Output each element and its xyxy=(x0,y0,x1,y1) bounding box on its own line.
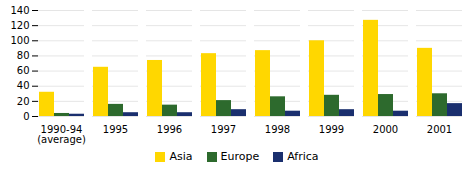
svg-text:1997: 1997 xyxy=(211,124,236,135)
svg-text:1996: 1996 xyxy=(157,124,182,135)
svg-text:60: 60 xyxy=(17,65,30,76)
html-text:Asia: Asia xyxy=(169,150,193,163)
svg-text:100: 100 xyxy=(10,35,29,46)
svg-text:20: 20 xyxy=(17,96,30,107)
svg-text:80: 80 xyxy=(17,50,30,61)
svg-text:1990-94(average): 1990-94(average) xyxy=(37,124,86,145)
svg-text:1999: 1999 xyxy=(319,124,344,135)
svg-text:40: 40 xyxy=(17,80,30,91)
svg-text:120: 120 xyxy=(10,20,29,31)
html-text:Europe: Europe xyxy=(220,150,260,163)
svg-text:2001: 2001 xyxy=(427,124,452,135)
svg-text:1998: 1998 xyxy=(265,124,290,135)
svg-text:140: 140 xyxy=(10,5,29,16)
svg-text:1995: 1995 xyxy=(103,124,128,135)
svg-text:2000: 2000 xyxy=(373,124,398,135)
svg-text:0: 0 xyxy=(23,111,29,122)
html-text:Africa: Africa xyxy=(287,150,319,163)
